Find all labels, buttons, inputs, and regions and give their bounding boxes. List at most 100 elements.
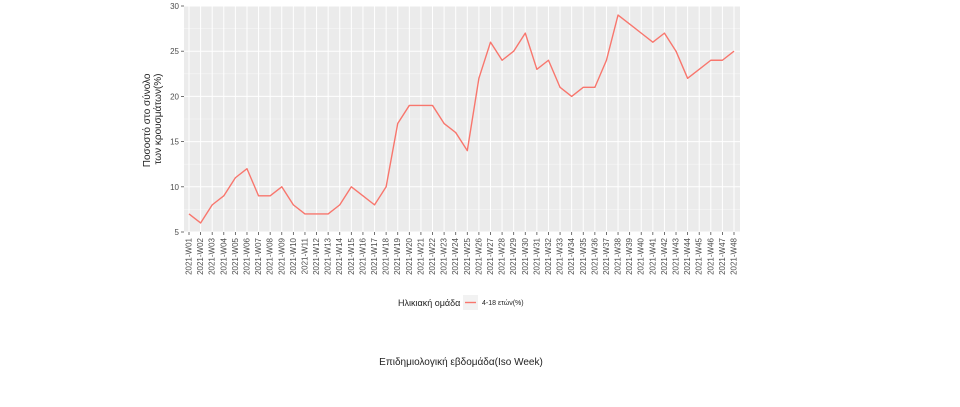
y-tick-label: 30: [170, 2, 179, 11]
data-point: [362, 195, 364, 197]
data-point: [686, 77, 688, 79]
data-point: [397, 122, 399, 124]
y-tick-label: 10: [170, 183, 179, 192]
data-point: [373, 204, 375, 206]
x-tick-label: 2021-W23: [440, 237, 449, 274]
series-line-4-18: [188, 14, 735, 224]
x-tick-label: 2021-W39: [625, 237, 634, 274]
data-point: [223, 195, 225, 197]
data-point: [188, 213, 190, 215]
legend-title: Ηλικιακή ομάδα: [398, 298, 460, 308]
data-point: [570, 95, 572, 97]
legend: Ηλικιακή ομάδα 4-18 ετών(%): [398, 295, 524, 310]
data-point: [628, 23, 630, 25]
data-point: [501, 59, 503, 61]
y-axis-title-line-1: Ποσοστό στο σύνολο: [141, 73, 153, 167]
y-axis-title-line-2: των κρουσμάτων(%): [152, 74, 164, 165]
data-point: [663, 32, 665, 34]
x-tick-label: 2021-W40: [637, 237, 646, 274]
x-tick-label: 2021-W38: [614, 237, 623, 274]
x-tick-label: 2021-W06: [242, 237, 251, 274]
x-tick-label: 2021-W25: [463, 237, 472, 274]
x-tick-label: 2021-W31: [532, 237, 541, 274]
y-tick-label: 20: [170, 92, 179, 101]
x-tick-label: 2021-W04: [219, 237, 228, 274]
x-tick-label: 2021-W37: [602, 237, 611, 274]
x-tick-label: 2021-W48: [730, 237, 739, 274]
x-tick-label: 2021-W14: [335, 237, 344, 274]
data-point: [234, 177, 236, 179]
x-tick-label: 2021-W36: [590, 237, 599, 274]
data-point: [199, 222, 201, 224]
x-tick-label: 2021-W29: [509, 237, 518, 274]
legend-item-label: 4-18 ετών(%): [482, 299, 524, 307]
x-tick-label: 2021-W16: [358, 237, 367, 274]
x-tick-label: 2021-W41: [648, 237, 657, 274]
data-point: [455, 131, 457, 133]
x-tick-label: 2021-W44: [683, 237, 692, 274]
y-tick-label: 25: [170, 47, 179, 56]
x-tick-label: 2021-W08: [266, 237, 275, 274]
x-tick-label: 2021-W05: [231, 237, 240, 274]
y-tick-label: 15: [170, 138, 179, 147]
data-point: [385, 186, 387, 188]
x-tick-label: 2021-W20: [405, 237, 414, 274]
data-point: [652, 41, 654, 43]
data-point: [257, 195, 259, 197]
x-tick-label: 2021-W26: [474, 237, 483, 274]
grid-major: [184, 5, 740, 233]
y-tick-label: 5: [175, 228, 180, 237]
data-point: [547, 59, 549, 61]
data-point: [292, 204, 294, 206]
x-tick-label: 2021-W17: [370, 237, 379, 274]
x-tick-label: 2021-W28: [498, 237, 507, 274]
data-point: [512, 50, 514, 52]
data-point: [536, 68, 538, 70]
x-tick-label: 2021-W34: [567, 237, 576, 274]
x-tick-label: 2021-W33: [556, 237, 565, 274]
data-point: [594, 86, 596, 88]
x-axis-title: Επιδημιολογική εβδομάδα(Iso Week): [379, 356, 543, 368]
x-tick-label: 2021-W03: [208, 237, 217, 274]
data-point: [617, 14, 619, 16]
x-tick-label: 2021-W18: [382, 237, 391, 274]
data-point: [605, 59, 607, 61]
grid-minor: [184, 28, 740, 210]
x-tick-label: 2021-W09: [277, 237, 286, 274]
data-point: [675, 50, 677, 52]
data-point: [559, 86, 561, 88]
x-tick-label: 2021-W10: [289, 237, 298, 274]
data-point: [339, 204, 341, 206]
data-point: [582, 86, 584, 88]
x-tick-label: 2021-W45: [695, 237, 704, 274]
x-tick-label: 2021-W12: [312, 237, 321, 274]
x-tick-label: 2021-W47: [718, 237, 727, 274]
x-tick-label: 2021-W24: [451, 237, 460, 274]
x-tick-label: 2021-W27: [486, 237, 495, 274]
data-point: [698, 68, 700, 70]
x-tick-label: 2021-W35: [579, 237, 588, 274]
x-tick-label: 2021-W42: [660, 237, 669, 274]
x-tick-label: 2021-W21: [416, 237, 425, 274]
x-tick-label: 2021-W01: [185, 237, 194, 274]
x-tick-label: 2021-W19: [393, 237, 402, 274]
data-point: [420, 104, 422, 106]
x-tick-label: 2021-W30: [521, 237, 530, 274]
x-tick-label: 2021-W22: [428, 237, 437, 274]
data-point: [443, 122, 445, 124]
x-tick-label: 2021-W46: [706, 237, 715, 274]
x-tick-label: 2021-W07: [254, 237, 263, 274]
data-point: [304, 213, 306, 215]
x-axis: 2021-W01 2021-W02 2021-W03 2021-W04 2021-W05…: [185, 232, 739, 275]
data-point: [350, 186, 352, 188]
data-point: [710, 59, 712, 61]
data-point: [489, 41, 491, 43]
x-tick-label: 2021-W43: [672, 237, 681, 274]
data-point: [640, 32, 642, 34]
x-tick-label: 2021-W11: [300, 237, 309, 274]
x-tick-label: 2021-W32: [544, 237, 553, 274]
data-point: [466, 149, 468, 151]
data-point: [733, 50, 735, 52]
x-tick-label: 2021-W13: [324, 237, 333, 274]
